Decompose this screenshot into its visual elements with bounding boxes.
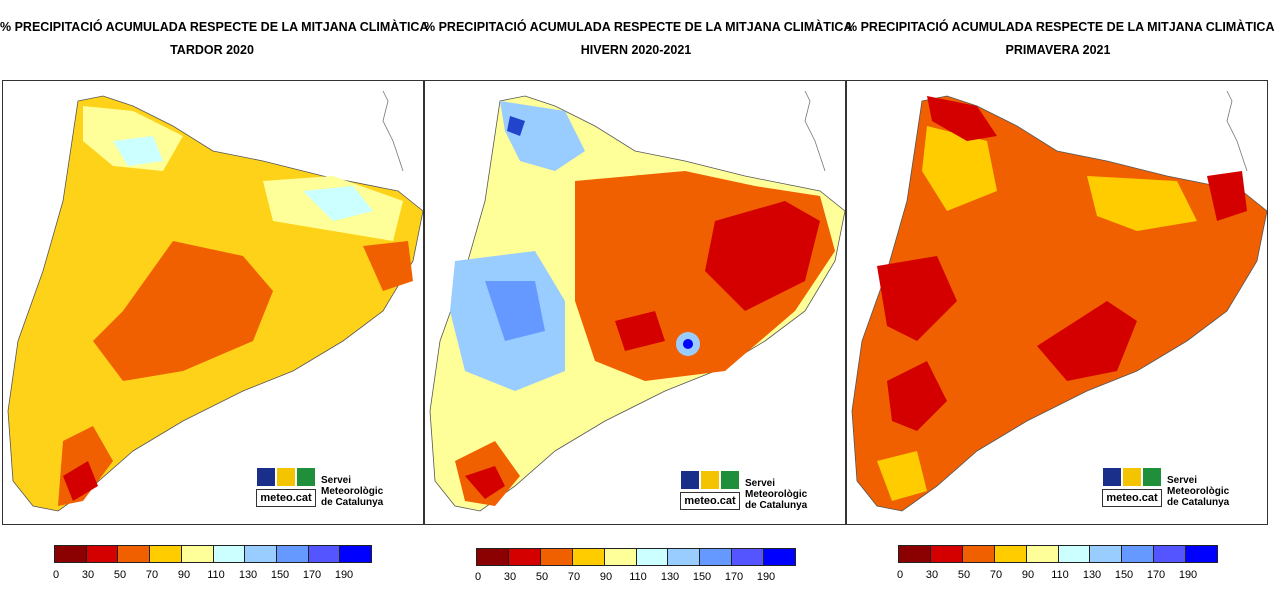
panel-title: % PRECIPITACIÓ ACUMULADA RESPECTE DE LA … bbox=[424, 20, 853, 34]
tick-label: 50 bbox=[957, 569, 971, 581]
color-legend bbox=[476, 548, 796, 566]
tick-label: 90 bbox=[599, 571, 613, 583]
legend-swatch bbox=[245, 546, 277, 562]
tick-label: 70 bbox=[567, 571, 581, 583]
legend-swatch bbox=[1058, 546, 1091, 562]
logo-wordmark: meteo.cat bbox=[680, 492, 740, 510]
tick-label: 0 bbox=[474, 571, 482, 583]
tick-label: 90 bbox=[177, 569, 191, 581]
tick-label: 150 bbox=[270, 569, 290, 581]
legend-swatch bbox=[604, 549, 637, 565]
precipitation-map bbox=[7, 90, 423, 512]
map-frame bbox=[846, 80, 1268, 525]
tick-label: 30 bbox=[503, 571, 517, 583]
precipitation-map bbox=[851, 90, 1267, 512]
org-name: Servei Meteorològic de Catalunya bbox=[745, 478, 835, 511]
legend-swatch bbox=[118, 546, 151, 562]
legend-swatch bbox=[764, 549, 796, 565]
legend-swatch bbox=[86, 546, 119, 562]
org-line1: Servei Meteorològic bbox=[745, 478, 808, 500]
tick-label: 130 bbox=[238, 569, 258, 581]
legend-swatch bbox=[572, 549, 605, 565]
tick-label: 130 bbox=[660, 571, 680, 583]
logo-wordmark: meteo.cat bbox=[256, 489, 316, 507]
tick-label: 170 bbox=[1146, 569, 1166, 581]
legend-swatch bbox=[213, 546, 246, 562]
tick-label: 150 bbox=[692, 571, 712, 583]
legend-swatch bbox=[994, 546, 1027, 562]
tick-label: 0 bbox=[52, 569, 60, 581]
legend-swatch bbox=[700, 549, 733, 565]
legend-swatch bbox=[1122, 546, 1155, 562]
legend-swatch bbox=[1090, 546, 1123, 562]
precipitation-map bbox=[429, 90, 845, 512]
legend-swatch bbox=[276, 546, 309, 562]
tick-label: 0 bbox=[896, 569, 904, 581]
tick-label: 190 bbox=[756, 571, 776, 583]
meteocat-logo: meteo.cat bbox=[1102, 467, 1162, 507]
org-line2: de Catalunya bbox=[321, 497, 384, 508]
map-frame bbox=[424, 80, 846, 525]
logo-wordmark: meteo.cat bbox=[1102, 489, 1162, 507]
panel-title: % PRECIPITACIÓ ACUMULADA RESPECTE DE LA … bbox=[0, 20, 429, 34]
legend-swatch bbox=[1154, 546, 1187, 562]
panel-subtitle: TARDOR 2020 bbox=[170, 43, 254, 57]
color-legend bbox=[54, 545, 372, 563]
tick-label: 110 bbox=[1051, 569, 1069, 581]
legend-swatch bbox=[930, 546, 963, 562]
legend-swatch bbox=[1026, 546, 1059, 562]
tick-label: 30 bbox=[81, 569, 95, 581]
legend-swatch bbox=[340, 546, 372, 562]
org-name: Servei Meteorològic de Catalunya bbox=[321, 475, 411, 508]
legend-swatch bbox=[181, 546, 214, 562]
map-panel-tardor: % PRECIPITACIÓ ACUMULADA RESPECTE DE LA … bbox=[0, 0, 429, 604]
map-frame bbox=[2, 80, 424, 525]
tick-label: 70 bbox=[145, 569, 159, 581]
legend-swatch bbox=[55, 546, 87, 562]
legend-swatch bbox=[477, 549, 509, 565]
tick-label: 170 bbox=[302, 569, 322, 581]
tick-label: 190 bbox=[1178, 569, 1198, 581]
org-name: Servei Meteorològic de Catalunya bbox=[1167, 475, 1257, 508]
panel-subtitle: PRIMAVERA 2021 bbox=[1005, 43, 1111, 57]
tick-label: 50 bbox=[113, 569, 127, 581]
tick-label: 90 bbox=[1021, 569, 1035, 581]
tick-label: 50 bbox=[535, 571, 549, 583]
legend-swatch bbox=[1186, 546, 1218, 562]
color-legend bbox=[898, 545, 1218, 563]
legend-swatch bbox=[540, 549, 573, 565]
meteocat-logo: meteo.cat bbox=[680, 470, 740, 510]
org-line1: Servei Meteorològic bbox=[1167, 475, 1230, 497]
panel-title: % PRECIPITACIÓ ACUMULADA RESPECTE DE LA … bbox=[846, 20, 1275, 34]
org-line1: Servei Meteorològic bbox=[321, 475, 384, 497]
tick-label: 170 bbox=[724, 571, 744, 583]
tick-label: 110 bbox=[629, 571, 647, 583]
panel-subtitle: HIVERN 2020-2021 bbox=[580, 43, 692, 57]
legend-swatch bbox=[732, 549, 765, 565]
map-panel-hivern: % PRECIPITACIÓ ACUMULADA RESPECTE DE LA … bbox=[424, 0, 853, 604]
legend-swatch bbox=[308, 546, 341, 562]
legend-swatch bbox=[962, 546, 995, 562]
tick-label: 110 bbox=[207, 569, 225, 581]
tick-label: 30 bbox=[925, 569, 939, 581]
tick-label: 150 bbox=[1114, 569, 1134, 581]
legend-swatch bbox=[668, 549, 701, 565]
map-panel-primavera: % PRECIPITACIÓ ACUMULADA RESPECTE DE LA … bbox=[846, 0, 1275, 604]
tick-label: 130 bbox=[1082, 569, 1102, 581]
org-line2: de Catalunya bbox=[1167, 497, 1230, 508]
org-line2: de Catalunya bbox=[745, 500, 808, 511]
legend-swatch bbox=[150, 546, 182, 562]
legend-swatch bbox=[508, 549, 541, 565]
legend-swatch bbox=[636, 549, 669, 565]
meteocat-logo: meteo.cat bbox=[256, 467, 316, 507]
tick-label: 70 bbox=[989, 569, 1003, 581]
tick-label: 190 bbox=[334, 569, 354, 581]
legend-swatch bbox=[899, 546, 931, 562]
